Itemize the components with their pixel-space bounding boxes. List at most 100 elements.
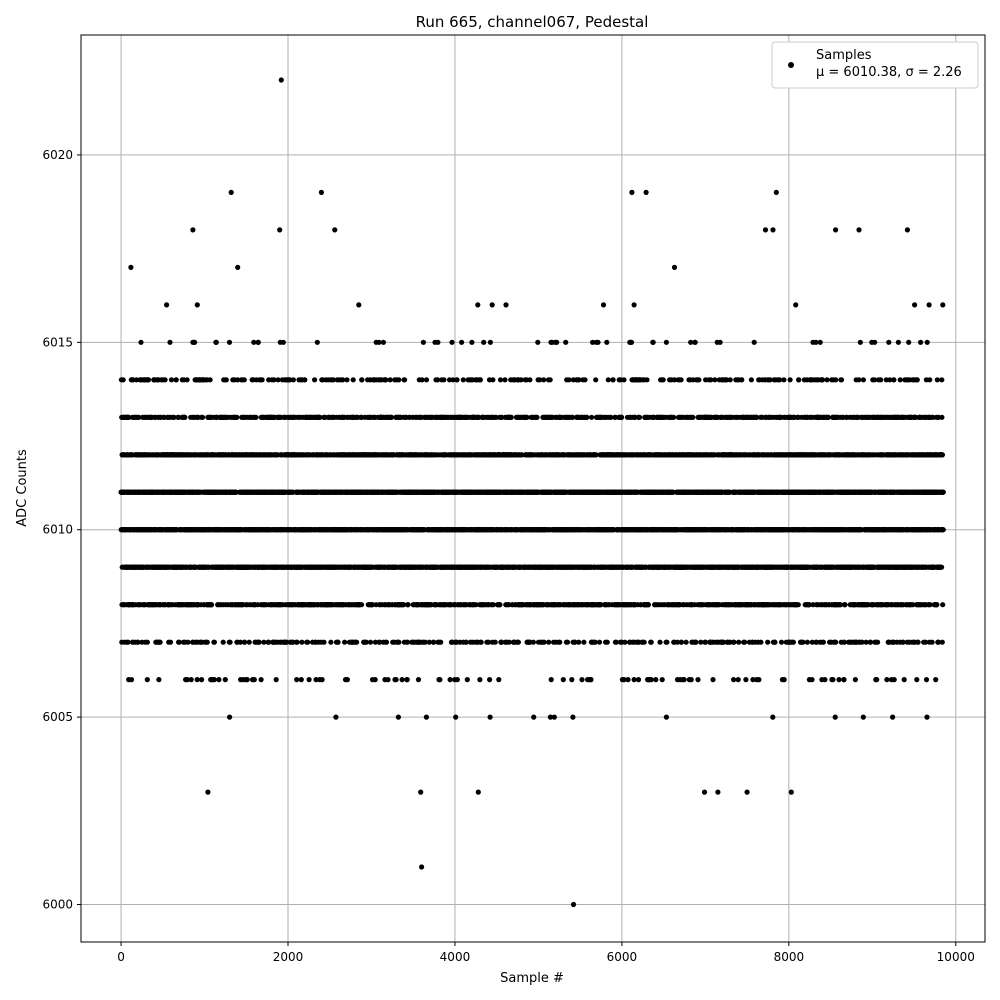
- data-point: [402, 377, 408, 383]
- data-point: [273, 677, 279, 683]
- data-point: [173, 377, 179, 383]
- data-point: [194, 302, 200, 308]
- data-point: [515, 639, 522, 645]
- data-point: [534, 414, 540, 420]
- data-point: [367, 639, 374, 645]
- data-point: [396, 639, 402, 645]
- data-point: [128, 264, 134, 270]
- data-point: [464, 677, 470, 683]
- data-point: [298, 677, 304, 683]
- data-point: [477, 377, 483, 383]
- data-point: [478, 639, 484, 645]
- data-point: [496, 677, 502, 683]
- data-point: [415, 677, 422, 683]
- data-point: [211, 639, 217, 645]
- data-point: [208, 602, 215, 608]
- data-point: [185, 639, 191, 645]
- data-point: [168, 377, 175, 383]
- data-point: [176, 639, 182, 645]
- data-point: [199, 677, 205, 683]
- data-point: [492, 639, 498, 645]
- data-point: [453, 714, 459, 720]
- data-point: [167, 639, 174, 645]
- data-point: [126, 414, 132, 420]
- data-point: [321, 639, 327, 645]
- data-point: [207, 377, 213, 383]
- data-point: [423, 714, 429, 720]
- data-point: [404, 677, 410, 683]
- data-point: [319, 677, 325, 683]
- data-point: [335, 639, 341, 645]
- data-point: [200, 414, 206, 420]
- data-point: [227, 714, 233, 720]
- data-point: [312, 377, 318, 383]
- data-point: [220, 639, 226, 645]
- data-point: [383, 639, 390, 645]
- data-point: [144, 639, 150, 645]
- data-point: [145, 377, 152, 383]
- data-point: [302, 377, 308, 383]
- data-point: [144, 677, 150, 683]
- data-point: [138, 339, 144, 345]
- data-point: [182, 414, 188, 420]
- data-point: [211, 677, 217, 683]
- data-point: [459, 339, 465, 345]
- data-point: [246, 639, 252, 645]
- chart-title: Run 665, channel067, Pedestal: [416, 13, 649, 31]
- data-point: [387, 377, 393, 383]
- data-point: [294, 639, 300, 645]
- data-point: [423, 377, 430, 383]
- data-point: [354, 639, 360, 645]
- data-point: [487, 714, 493, 720]
- data-point: [489, 302, 495, 308]
- data-point: [235, 264, 241, 270]
- data-point: [359, 377, 365, 383]
- data-point: [527, 377, 533, 383]
- data-point: [213, 339, 219, 345]
- data-point: [454, 677, 460, 683]
- data-point: [497, 377, 504, 383]
- data-point: [156, 677, 162, 683]
- data-point: [508, 414, 514, 420]
- data-point: [530, 639, 537, 645]
- data-point: [405, 602, 411, 608]
- data-point: [120, 377, 126, 383]
- data-point: [162, 377, 168, 383]
- data-point: [222, 677, 228, 683]
- data-point: [490, 377, 496, 383]
- data-point: [481, 339, 487, 345]
- data-point: [356, 302, 362, 308]
- data-point: [438, 639, 444, 645]
- data-point: [350, 377, 356, 383]
- data-point: [502, 377, 508, 383]
- data-point: [226, 339, 233, 345]
- data-point: [242, 639, 248, 645]
- data-point: [135, 639, 141, 645]
- data-point: [188, 677, 194, 683]
- data-point: [469, 339, 475, 345]
- data-point: [435, 339, 441, 345]
- data-point: [280, 339, 286, 345]
- data-point: [164, 302, 170, 308]
- data-point: [328, 639, 334, 645]
- data-point: [447, 677, 453, 683]
- data-point: [133, 377, 140, 383]
- data-point: [223, 377, 229, 383]
- data-point: [299, 639, 305, 645]
- data-point: [395, 714, 401, 720]
- data-point: [477, 677, 483, 683]
- grid: [81, 35, 985, 942]
- data-point: [184, 377, 190, 383]
- data-point: [437, 677, 443, 683]
- data-point: [441, 377, 447, 383]
- data-point: [171, 414, 177, 420]
- data-point: [256, 639, 262, 645]
- data-point: [342, 639, 348, 645]
- data-point: [333, 714, 339, 720]
- data-point: [399, 677, 405, 683]
- data-point: [128, 677, 135, 683]
- data-point: [167, 339, 173, 345]
- data-point: [358, 602, 365, 608]
- data-point: [385, 677, 391, 683]
